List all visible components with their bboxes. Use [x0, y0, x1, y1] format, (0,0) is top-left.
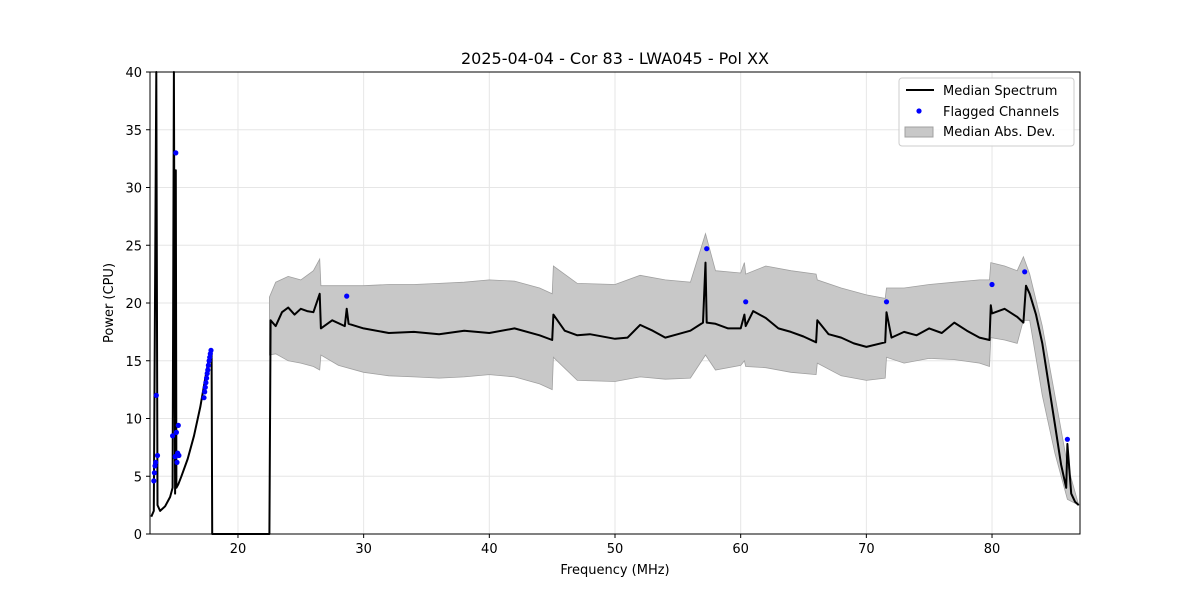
- axis-ticks: 20 30 40 50 60 70 80 0 5 10 15 20 25 30 35 40: [125, 66, 1000, 557]
- y-tick-label: 35: [125, 124, 142, 139]
- flagged-channel-point: [174, 459, 180, 465]
- flagged-channel-point: [175, 422, 181, 428]
- flagged-channel-point: [176, 452, 182, 459]
- flagged-channel-point: [205, 362, 211, 368]
- legend-flagged-swatch: [916, 108, 922, 114]
- legend-flagged-label: Flagged Channels: [943, 105, 1059, 120]
- flagged-points-layer: [151, 150, 1070, 484]
- flagged-channel-point: [1022, 269, 1028, 275]
- legend-mad-label: Median Abs. Dev.: [943, 125, 1055, 140]
- y-axis-label: Power (CPU): [102, 263, 117, 343]
- y-tick-label: 10: [125, 413, 142, 428]
- legend: Median Spectrum Flagged Channels Median …: [898, 77, 1075, 147]
- y-tick-label: 0: [134, 528, 142, 543]
- flagged-channel-point: [154, 452, 161, 459]
- x-axis-label: Frequency (MHz): [560, 563, 669, 578]
- flagged-channel-point: [204, 375, 210, 381]
- flagged-channel-point: [208, 347, 214, 353]
- x-tick-label: 70: [858, 542, 875, 557]
- flagged-channel-point: [151, 470, 157, 476]
- flagged-channel-point: [205, 367, 211, 373]
- flagged-channel-point: [743, 299, 749, 305]
- flagged-channel-point: [201, 395, 207, 401]
- flagged-channel-point: [989, 281, 995, 288]
- flagged-channel-point: [202, 389, 208, 395]
- y-tick-label: 5: [134, 470, 142, 485]
- flagged-channel-point: [173, 150, 179, 156]
- legend-median-label: Median Spectrum: [943, 84, 1057, 99]
- legend-box: [898, 77, 1075, 147]
- flagged-channel-point: [203, 380, 209, 386]
- flagged-channel-point: [202, 384, 208, 390]
- y-tick-label: 25: [125, 239, 142, 254]
- flagged-channel-point: [344, 293, 350, 299]
- flagged-channel-point: [704, 246, 710, 252]
- flagged-channel-point: [173, 429, 179, 435]
- x-tick-label: 20: [230, 542, 247, 557]
- mad-band-layer: [269, 232, 1080, 506]
- flagged-channel-point: [170, 433, 176, 439]
- chart-title: 2025-04-04 - Cor 83 - LWA045 - Pol XX: [461, 49, 769, 68]
- x-tick-label: 30: [355, 542, 372, 557]
- y-tick-label: 20: [125, 297, 142, 312]
- flagged-channel-point: [153, 459, 159, 465]
- x-tick-label: 60: [732, 542, 749, 557]
- mad-band: [269, 232, 1080, 506]
- y-tick-label: 30: [125, 182, 142, 197]
- flagged-channel-point: [883, 299, 890, 305]
- x-tick-label: 50: [607, 542, 624, 557]
- flagged-channel-point: [153, 392, 159, 398]
- x-tick-label: 80: [984, 542, 1001, 557]
- x-tick-label: 40: [481, 542, 498, 557]
- y-tick-label: 40: [125, 66, 142, 81]
- y-tick-label: 15: [125, 355, 142, 370]
- flagged-channel-point: [151, 478, 157, 484]
- flagged-channel-point: [1064, 436, 1070, 442]
- legend-mad-swatch: [904, 126, 934, 138]
